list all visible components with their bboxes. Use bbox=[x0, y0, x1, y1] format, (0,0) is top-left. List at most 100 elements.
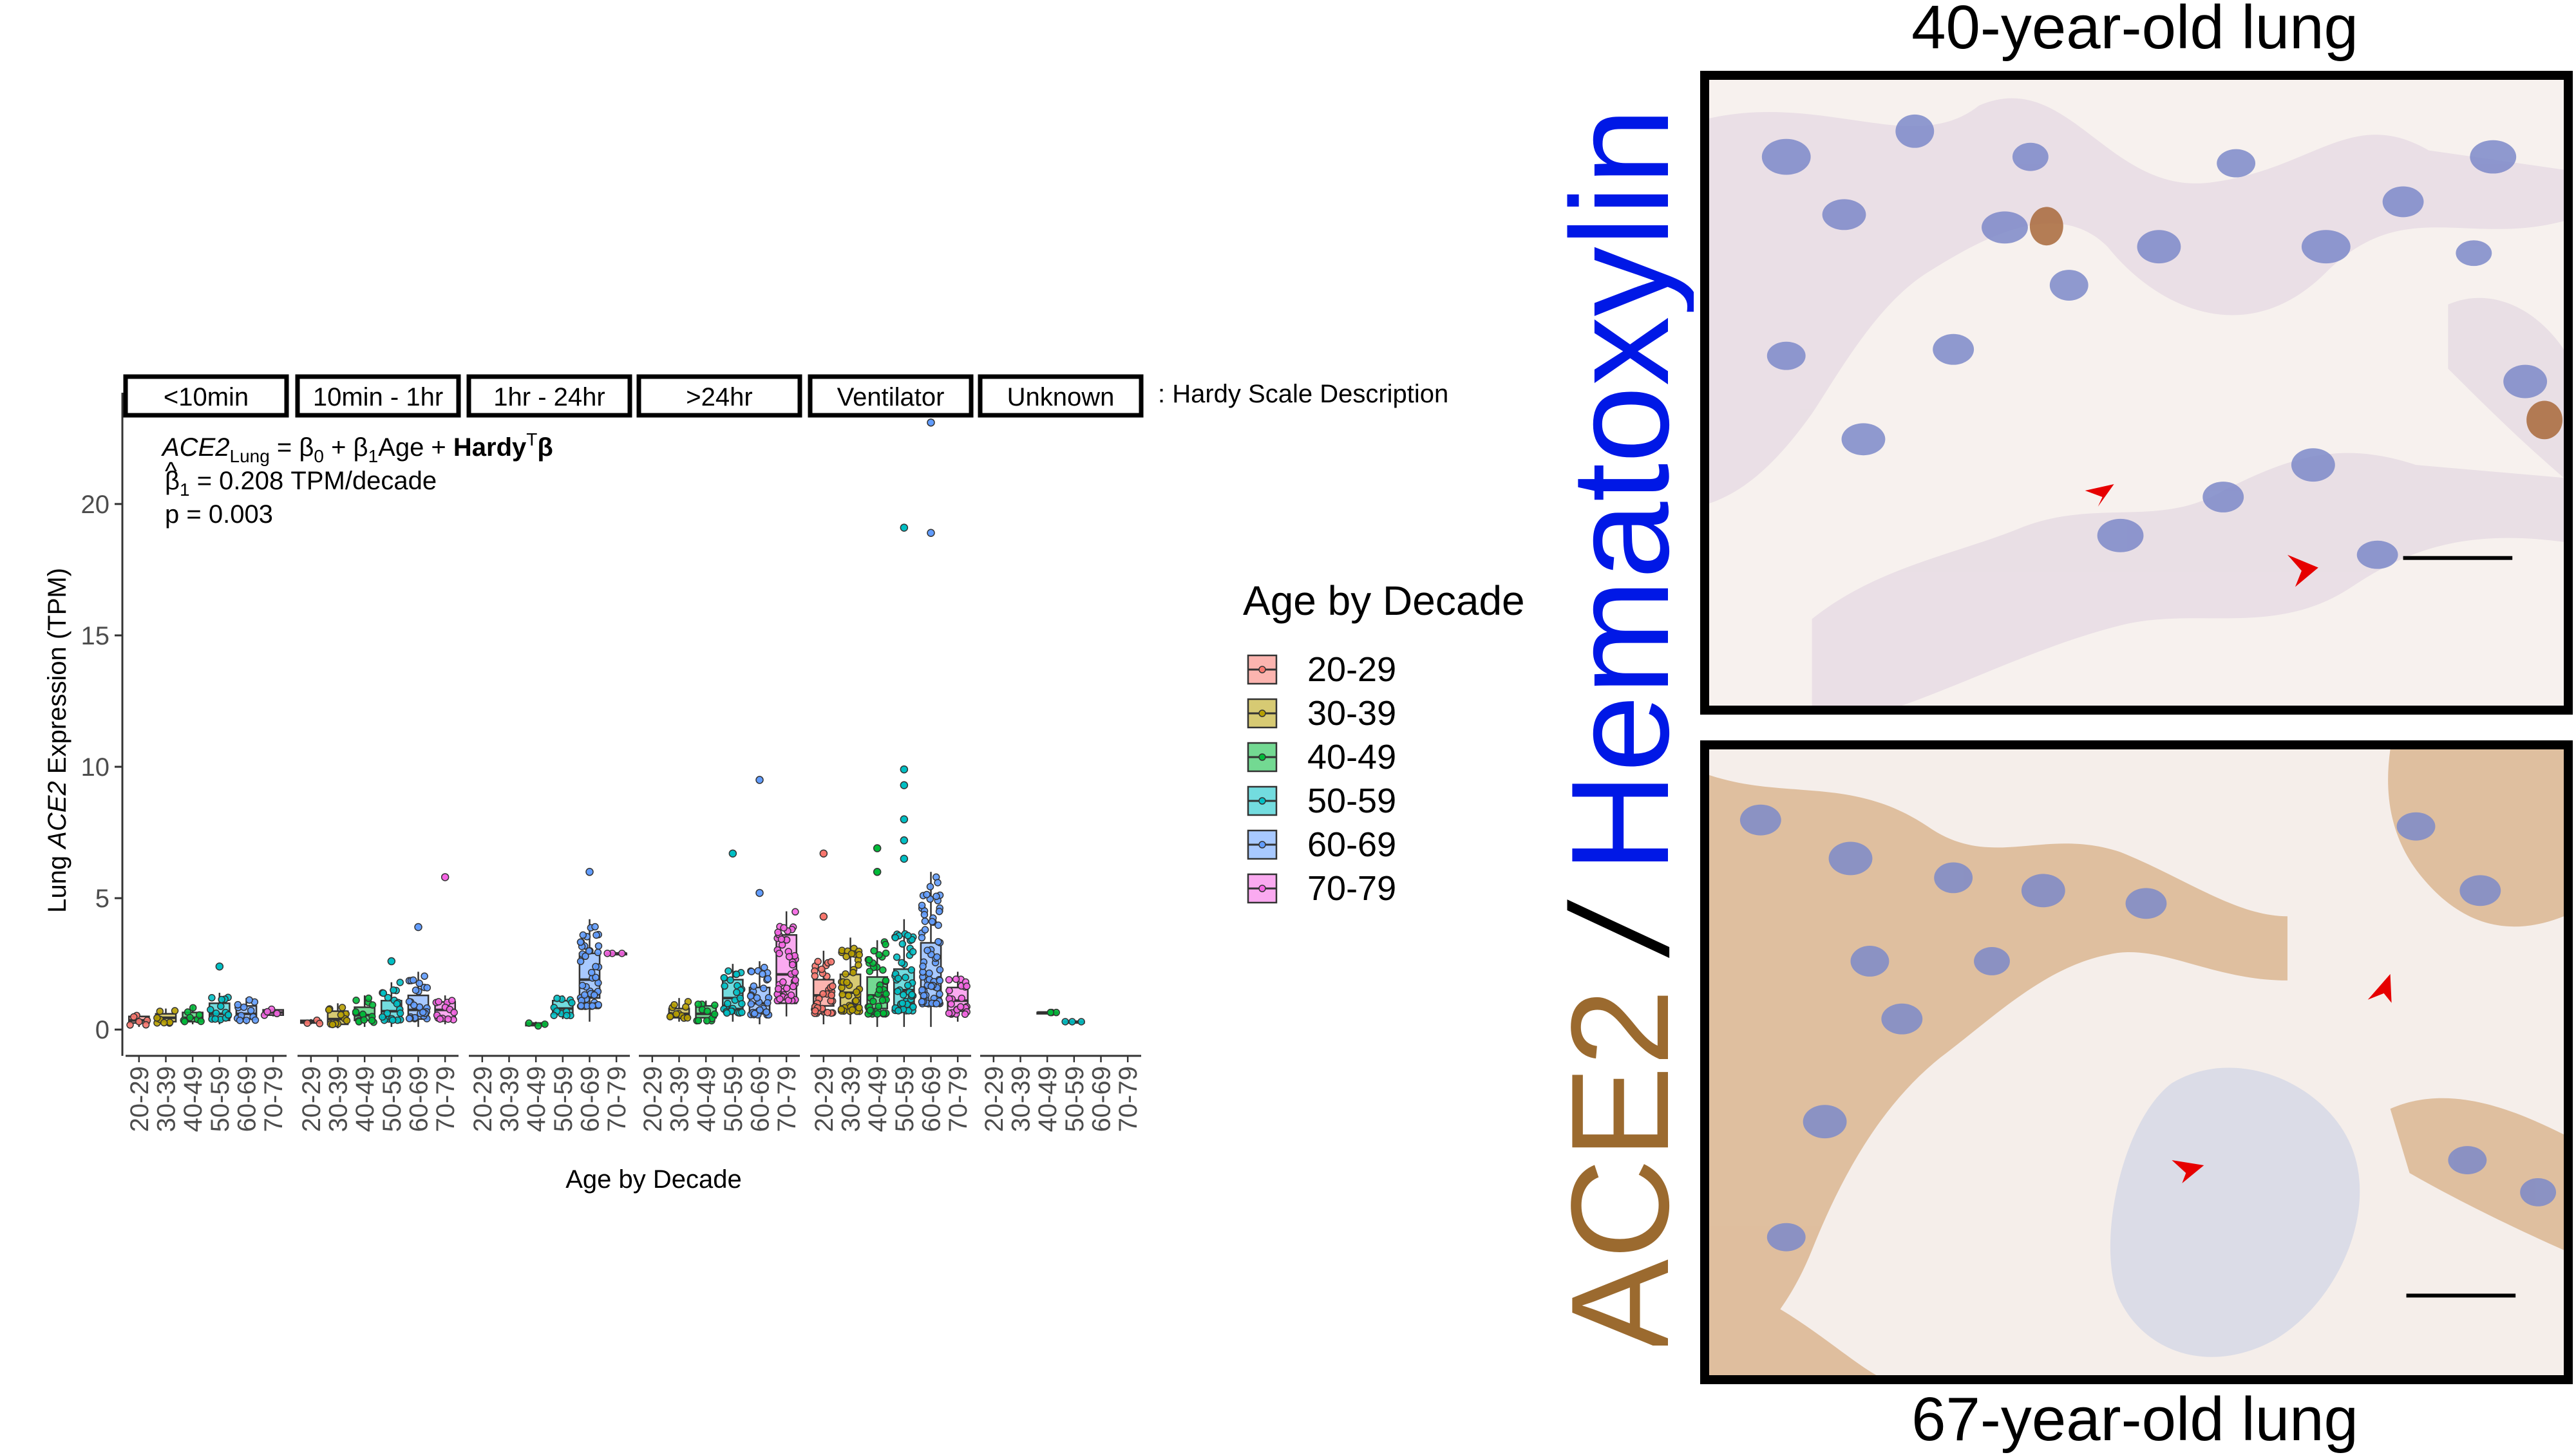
x-tick-label: 70-79 bbox=[260, 1066, 288, 1132]
boxplot bbox=[550, 995, 576, 1020]
boxplot bbox=[525, 1019, 549, 1030]
data-point bbox=[789, 982, 797, 990]
x-tick-label: 50-59 bbox=[891, 1066, 919, 1132]
data-point bbox=[721, 982, 728, 990]
data-point bbox=[208, 994, 216, 1002]
data-point bbox=[576, 957, 585, 966]
data-point bbox=[726, 976, 734, 984]
x-tick-label: 70-79 bbox=[431, 1066, 460, 1132]
data-point bbox=[926, 883, 934, 890]
data-point bbox=[666, 1013, 674, 1020]
x-tick-label: 70-79 bbox=[944, 1066, 972, 1132]
data-point bbox=[933, 953, 941, 961]
x-tick-label: 30-39 bbox=[153, 1066, 181, 1132]
data-point bbox=[774, 928, 782, 936]
legend-item: 70-79 bbox=[1247, 869, 1396, 908]
facet-strip-label: 1hr - 24hr bbox=[493, 383, 605, 411]
data-point bbox=[580, 991, 589, 999]
legend-label: 30-39 bbox=[1307, 694, 1396, 733]
data-point bbox=[750, 982, 758, 990]
data-point bbox=[843, 979, 851, 986]
facet-strip-box bbox=[636, 374, 802, 418]
data-point bbox=[415, 979, 423, 988]
boxplot bbox=[837, 937, 864, 1025]
micrograph-67-image bbox=[1709, 749, 2564, 1375]
data-point bbox=[818, 965, 826, 973]
outlier-point bbox=[585, 868, 594, 876]
data-point bbox=[419, 1008, 427, 1017]
data-point bbox=[423, 984, 431, 991]
data-point bbox=[195, 1011, 204, 1019]
data-point bbox=[396, 1009, 404, 1017]
outlier-point bbox=[900, 815, 909, 823]
micrograph-67-year-old bbox=[1700, 740, 2573, 1384]
data-point bbox=[180, 1017, 189, 1026]
data-point bbox=[738, 1008, 746, 1017]
data-point bbox=[936, 990, 943, 998]
x-tick-label: 70-79 bbox=[773, 1066, 801, 1132]
data-point bbox=[945, 986, 953, 995]
data-point bbox=[855, 1004, 863, 1012]
annotation-lhs: ACE2 bbox=[161, 433, 230, 462]
data-point bbox=[343, 1017, 351, 1024]
facet-strips: <10min 10min - 1hr 1hr - 24hr >24hr Ventilat… bbox=[123, 374, 1144, 418]
data-point bbox=[247, 1006, 255, 1015]
outlier-point bbox=[900, 765, 909, 774]
data-point bbox=[761, 964, 768, 972]
data-point bbox=[762, 1008, 770, 1016]
data-point bbox=[591, 923, 599, 931]
data-point bbox=[534, 1022, 542, 1030]
data-point bbox=[240, 1003, 248, 1011]
data-point bbox=[412, 986, 420, 994]
data-point bbox=[882, 977, 890, 984]
data-point bbox=[908, 991, 916, 999]
data-point bbox=[791, 976, 799, 984]
data-point bbox=[563, 1011, 571, 1020]
data-point bbox=[594, 942, 603, 950]
boxplot bbox=[720, 964, 746, 1022]
stain-label: ACE2 / Hematoxylin bbox=[1546, 108, 1694, 1346]
y-tick-label: 20 bbox=[81, 491, 110, 519]
beta-hat-caret: ^ bbox=[165, 457, 177, 485]
data-point bbox=[388, 1016, 397, 1024]
data-point bbox=[921, 917, 929, 925]
legend-item: 30-39 bbox=[1247, 694, 1396, 733]
x-tick-label: 20-29 bbox=[126, 1066, 154, 1132]
legend-label: 60-69 bbox=[1307, 825, 1396, 864]
data-point bbox=[396, 979, 404, 986]
data-point bbox=[875, 951, 883, 959]
data-point bbox=[882, 941, 889, 948]
data-point bbox=[870, 947, 878, 955]
data-point bbox=[550, 1011, 558, 1019]
data-point bbox=[352, 1008, 360, 1016]
data-point bbox=[618, 950, 626, 957]
outlier-point bbox=[819, 912, 828, 921]
x-tick-label: 40-49 bbox=[692, 1066, 721, 1132]
data-point bbox=[878, 997, 887, 1004]
data-point bbox=[909, 948, 917, 956]
x-axis-label: Age by Decade bbox=[565, 1165, 742, 1194]
facet-panels bbox=[126, 418, 1141, 1057]
data-point bbox=[893, 953, 901, 961]
data-point bbox=[352, 997, 360, 1004]
annotation-p-value: p = 0.003 bbox=[165, 500, 273, 529]
facet-strip-description: : Hardy Scale Description bbox=[1158, 380, 1448, 408]
boxplot bbox=[432, 995, 458, 1025]
data-point bbox=[594, 948, 602, 957]
outlier-point bbox=[819, 849, 828, 858]
data-point bbox=[814, 957, 822, 966]
data-point bbox=[142, 1021, 150, 1029]
data-point bbox=[444, 1015, 452, 1023]
x-tick-label: 60-69 bbox=[918, 1066, 946, 1132]
data-point bbox=[409, 976, 417, 984]
x-tick-label: 60-69 bbox=[746, 1066, 775, 1132]
model-annotation: ACE2Lung = β0 + β1Age + HardyTβ β1 = 0.2… bbox=[161, 429, 553, 529]
data-point bbox=[873, 1010, 882, 1018]
x-tick-label: 70-79 bbox=[603, 1066, 631, 1132]
data-point bbox=[898, 940, 907, 948]
x-tick-label: 30-39 bbox=[325, 1066, 353, 1132]
x-tick-label: 20-29 bbox=[639, 1066, 667, 1132]
data-point bbox=[788, 961, 797, 969]
boxplot bbox=[299, 1016, 324, 1028]
data-point bbox=[592, 973, 600, 982]
